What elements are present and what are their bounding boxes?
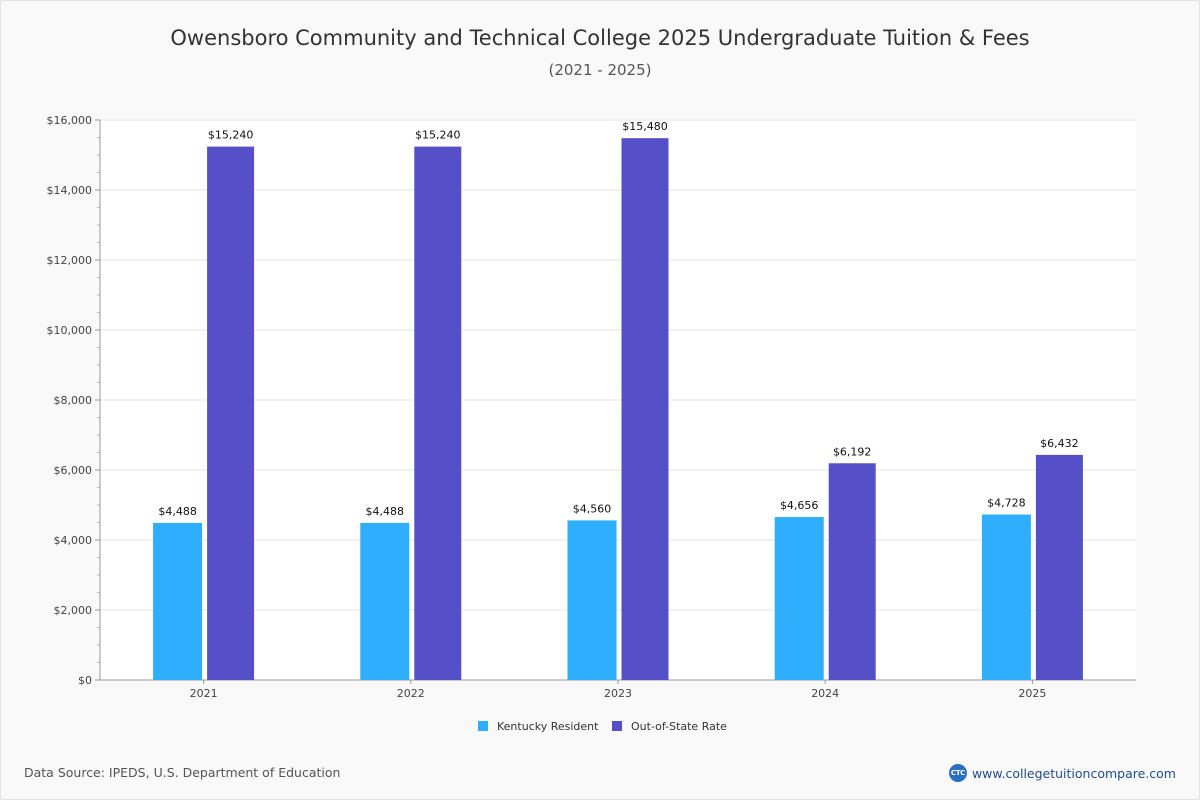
bar-kentucky-resident-2023 bbox=[567, 520, 617, 680]
x-tick-label: 2023 bbox=[604, 687, 632, 700]
bar-out-of-state-2021 bbox=[207, 146, 255, 681]
y-tick-label: $16,000 bbox=[47, 114, 93, 127]
x-tick-label: 2025 bbox=[1018, 687, 1046, 700]
bar-out-of-state-2025 bbox=[1035, 454, 1083, 680]
data-label: $4,488 bbox=[158, 505, 197, 518]
y-tick-label: $0 bbox=[78, 674, 92, 687]
y-tick-label: $4,000 bbox=[54, 534, 93, 547]
y-tick-label: $14,000 bbox=[47, 184, 93, 197]
brand-url: www.collegetuitioncompare.com bbox=[971, 765, 1176, 781]
data-label: $6,432 bbox=[1040, 437, 1079, 450]
data-label: $4,488 bbox=[366, 505, 405, 518]
data-label: $4,728 bbox=[987, 497, 1026, 510]
legend-label: Kentucky Resident bbox=[497, 720, 599, 733]
y-tick-label: $12,000 bbox=[47, 254, 93, 267]
chart-subtitle: (2021 - 2025) bbox=[548, 61, 652, 79]
bar-kentucky-resident-2024 bbox=[774, 517, 824, 680]
x-tick-label: 2022 bbox=[397, 687, 425, 700]
brand-logo-icon: CTC bbox=[948, 764, 967, 782]
data-label: $15,240 bbox=[208, 129, 254, 142]
data-label: $15,240 bbox=[415, 129, 461, 142]
y-tick-label: $6,000 bbox=[54, 464, 93, 477]
data-label: $4,560 bbox=[573, 502, 612, 515]
brand-link[interactable]: CTC www.collegetuitioncompare.com bbox=[948, 764, 1176, 782]
y-tick-label: $10,000 bbox=[47, 324, 93, 337]
bar-kentucky-resident-2021 bbox=[153, 522, 203, 680]
bar-kentucky-resident-2025 bbox=[981, 514, 1031, 680]
legend-swatch bbox=[478, 721, 488, 731]
data-label: $4,656 bbox=[780, 499, 819, 512]
legend-swatch bbox=[612, 721, 622, 731]
data-label: $15,480 bbox=[622, 120, 668, 133]
x-tick-label: 2021 bbox=[190, 687, 218, 700]
data-source-note: Data Source: IPEDS, U.S. Department of E… bbox=[24, 765, 341, 780]
data-label: $6,192 bbox=[833, 445, 872, 458]
y-tick-label: $8,000 bbox=[54, 394, 93, 407]
bar-kentucky-resident-2022 bbox=[360, 522, 410, 680]
y-tick-label: $2,000 bbox=[54, 604, 93, 617]
legend-label: Out-of-State Rate bbox=[631, 720, 727, 733]
chart-title: Owensboro Community and Technical Colleg… bbox=[170, 26, 1030, 50]
bar-out-of-state-2022 bbox=[414, 146, 462, 681]
bar-out-of-state-2024 bbox=[828, 463, 876, 680]
x-tick-label: 2024 bbox=[811, 687, 839, 700]
bar-out-of-state-2023 bbox=[621, 138, 669, 680]
